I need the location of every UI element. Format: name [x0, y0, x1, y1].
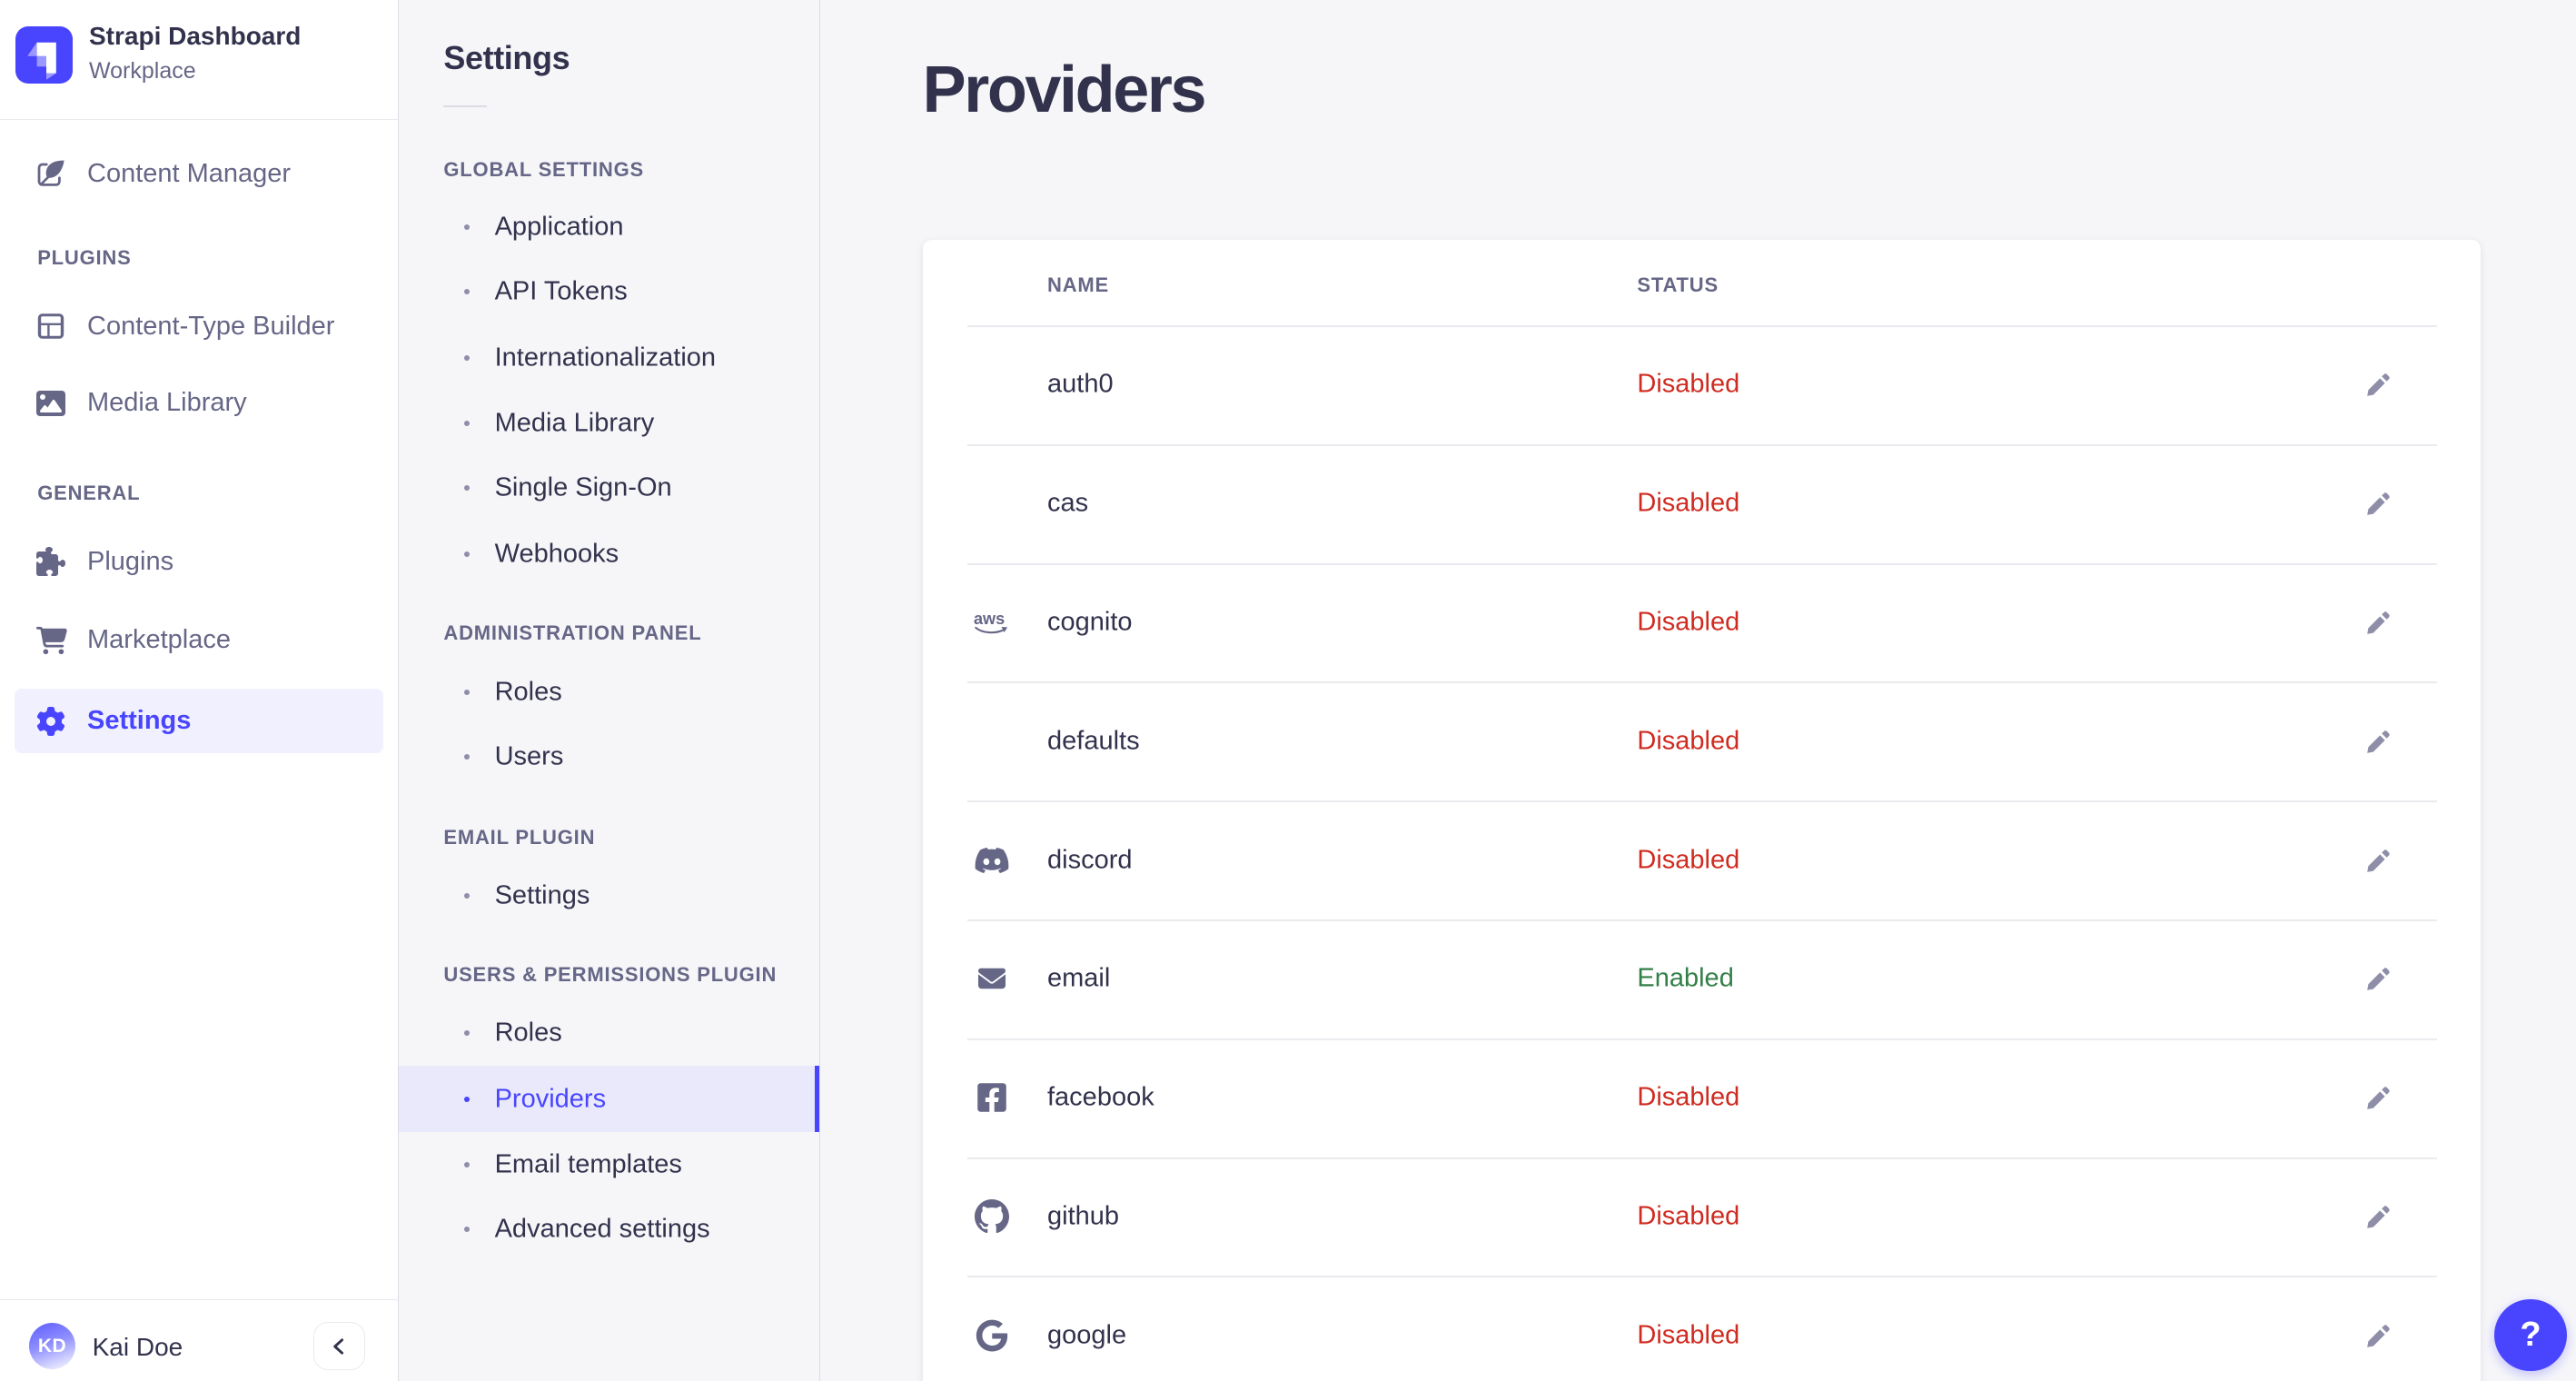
- svg-text:aws: aws: [974, 610, 1005, 628]
